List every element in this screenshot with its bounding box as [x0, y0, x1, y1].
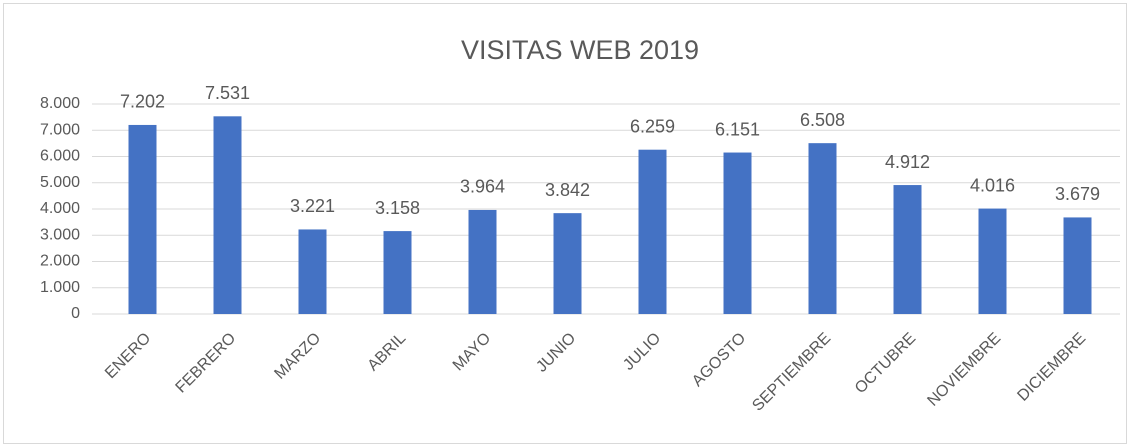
y-tick-label: 2.000 — [40, 253, 80, 270]
value-label: 3.221 — [290, 196, 335, 216]
value-label: 6.151 — [715, 119, 760, 139]
value-label: 3.158 — [375, 198, 420, 218]
y-tick-label: 6.000 — [40, 148, 80, 165]
bar — [213, 116, 242, 314]
bar — [723, 152, 752, 314]
bar — [1063, 217, 1092, 314]
value-label: 7.202 — [120, 92, 165, 112]
bar — [553, 213, 582, 314]
value-label: 3.964 — [460, 177, 505, 197]
bar — [468, 209, 497, 314]
value-label: 6.259 — [630, 116, 675, 136]
value-label: 3.679 — [1055, 184, 1100, 204]
y-tick-label: 7.000 — [40, 121, 80, 138]
value-label: 7.531 — [205, 83, 250, 103]
bar — [128, 124, 157, 314]
bar — [893, 185, 922, 314]
y-tick-label: 1.000 — [40, 279, 80, 296]
y-tick-label: 4.000 — [40, 200, 80, 217]
value-label: 3.842 — [545, 180, 590, 200]
value-label: 4.016 — [970, 175, 1015, 195]
bar — [638, 149, 667, 314]
y-tick-label: 8.000 — [40, 95, 80, 112]
chart-title: VISITAS WEB 2019 — [461, 35, 699, 65]
y-tick-label: 0 — [71, 305, 80, 322]
bar — [383, 231, 412, 314]
value-label: 4.912 — [885, 152, 930, 172]
bar — [298, 229, 327, 314]
value-label: 6.508 — [800, 110, 845, 130]
bar — [808, 143, 837, 314]
y-tick-label: 3.000 — [40, 226, 80, 243]
y-tick-label: 5.000 — [40, 174, 80, 191]
bar — [978, 208, 1007, 314]
